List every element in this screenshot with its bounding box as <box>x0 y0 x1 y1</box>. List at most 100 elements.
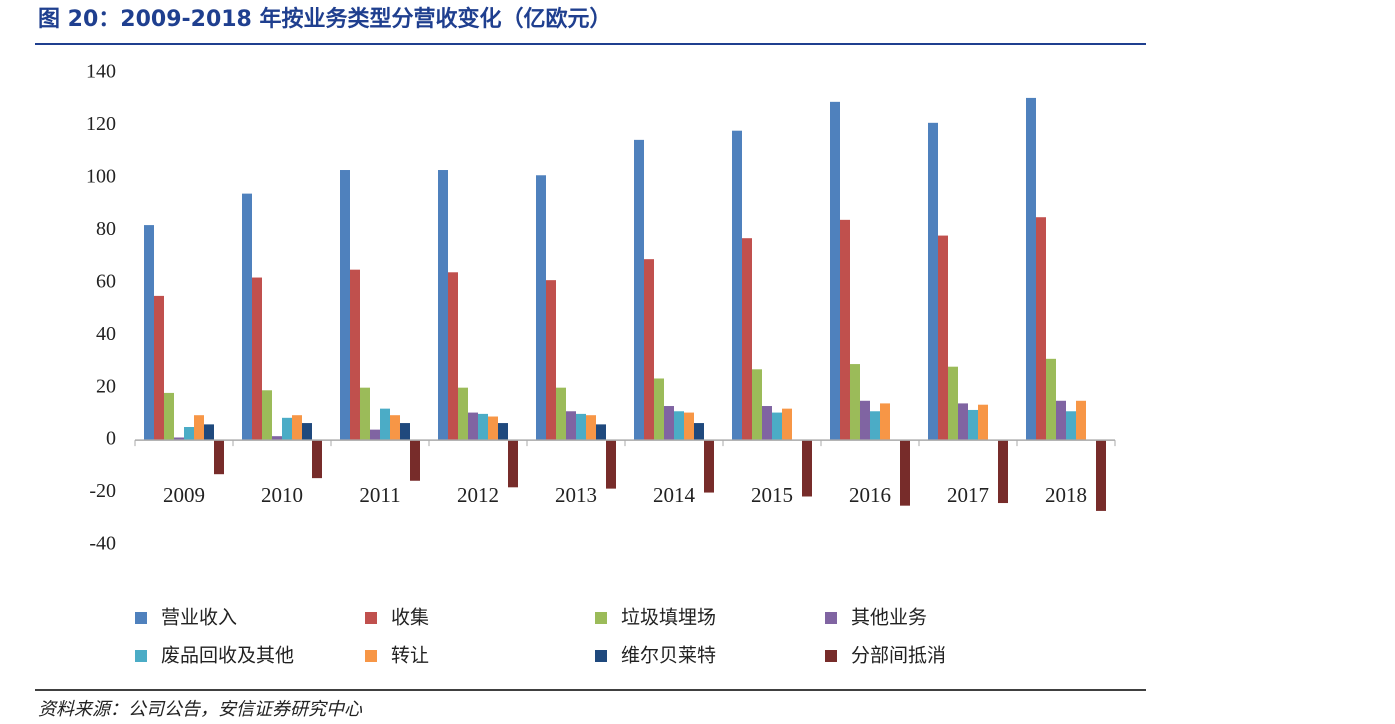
bar <box>782 408 792 441</box>
bar <box>840 219 850 441</box>
x-tick-label: 2009 <box>163 483 205 507</box>
legend-swatch <box>135 612 147 624</box>
bar <box>586 415 596 441</box>
y-tick-label: 40 <box>96 323 116 345</box>
bar <box>312 440 322 479</box>
legend-swatch <box>135 650 147 662</box>
bar <box>556 387 566 441</box>
y-tick-label: 140 <box>86 61 116 83</box>
bar <box>1076 400 1086 441</box>
bar <box>204 424 214 441</box>
x-tick-label: 2017 <box>947 483 989 507</box>
x-tick-label: 2015 <box>751 483 793 507</box>
bar <box>1056 400 1066 441</box>
bar <box>998 440 1008 504</box>
bar <box>292 415 302 441</box>
bar <box>870 411 880 441</box>
y-tick-label: -40 <box>89 533 116 555</box>
bar <box>634 139 644 441</box>
bar <box>938 235 948 441</box>
legend-swatch <box>595 650 607 662</box>
y-tick-label: 0 <box>106 428 116 450</box>
bar <box>1046 358 1056 441</box>
bar <box>958 403 968 441</box>
bar <box>498 423 508 441</box>
bar <box>438 170 448 441</box>
bar <box>948 366 958 441</box>
source-note: 资料来源：公司公告，安信证券研究中心 <box>38 699 363 720</box>
y-tick-label: -20 <box>89 480 116 502</box>
bar <box>164 392 174 441</box>
bar <box>400 423 410 441</box>
x-tick-label: 2010 <box>261 483 303 507</box>
bar <box>508 440 518 488</box>
bar <box>694 423 704 441</box>
y-tick-label: 80 <box>96 218 116 240</box>
bar <box>850 364 860 441</box>
legend-label: 分部间抵消 <box>851 645 946 667</box>
bar <box>340 170 350 441</box>
bar <box>968 409 978 441</box>
legend-swatch <box>365 650 377 662</box>
bar <box>282 417 292 441</box>
bar <box>860 400 870 441</box>
bar <box>458 387 468 441</box>
bar <box>214 440 224 475</box>
bar <box>900 440 910 506</box>
y-tick-label: 20 <box>96 375 116 397</box>
bar <box>360 387 370 441</box>
bar <box>468 412 478 441</box>
chart-title: 图 20：2009-2018 年按业务类型分营收变化（亿欧元） <box>38 6 612 32</box>
bar <box>1036 217 1046 441</box>
bar <box>252 277 262 441</box>
bar <box>154 295 164 441</box>
bar <box>606 440 616 489</box>
bar <box>928 122 938 441</box>
bar <box>772 412 782 441</box>
bar <box>1096 440 1106 511</box>
bar <box>478 413 488 441</box>
bar <box>448 272 458 441</box>
bar <box>576 413 586 441</box>
x-tick-label: 2012 <box>457 483 499 507</box>
legend-label: 收集 <box>391 607 429 629</box>
y-tick-label: 120 <box>86 113 116 135</box>
bar <box>184 427 194 441</box>
bar <box>370 429 380 441</box>
y-tick-label: 100 <box>86 165 116 187</box>
bar <box>742 238 752 441</box>
bar <box>644 259 654 441</box>
bar <box>566 411 576 441</box>
x-tick-label: 2018 <box>1045 483 1087 507</box>
bar <box>174 437 184 441</box>
bar <box>390 415 400 441</box>
x-tick-label: 2014 <box>653 483 696 507</box>
x-tick-label: 2011 <box>359 483 400 507</box>
bar <box>546 280 556 441</box>
bar <box>410 440 420 481</box>
bar <box>536 175 546 441</box>
bar <box>762 406 772 441</box>
bar <box>752 369 762 441</box>
legend-label: 其他业务 <box>851 607 927 629</box>
x-tick-label: 2016 <box>849 483 891 507</box>
bar <box>654 378 664 441</box>
legend-label: 废品回收及其他 <box>161 645 294 667</box>
legend-label: 维尔贝莱特 <box>621 645 716 667</box>
bar <box>350 269 360 441</box>
legend-swatch <box>825 612 837 624</box>
bar <box>194 415 204 441</box>
legend-label: 营业收入 <box>161 607 237 629</box>
legend-swatch <box>595 612 607 624</box>
bar <box>978 404 988 441</box>
bar <box>802 440 812 497</box>
bar <box>488 416 498 441</box>
bar <box>262 390 272 441</box>
bar <box>596 424 606 441</box>
bar <box>380 408 390 441</box>
bar <box>1066 411 1076 441</box>
bar <box>674 411 684 441</box>
bar <box>302 423 312 441</box>
bar <box>684 412 694 441</box>
